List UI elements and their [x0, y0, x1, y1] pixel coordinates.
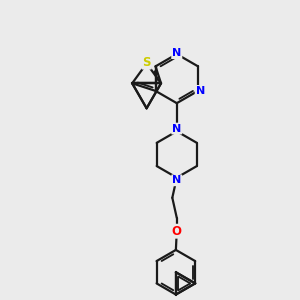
- Text: N: N: [172, 48, 182, 58]
- Text: N: N: [172, 124, 182, 134]
- Text: S: S: [142, 56, 151, 69]
- Text: O: O: [172, 225, 182, 238]
- Text: N: N: [196, 86, 205, 96]
- Text: N: N: [172, 175, 182, 185]
